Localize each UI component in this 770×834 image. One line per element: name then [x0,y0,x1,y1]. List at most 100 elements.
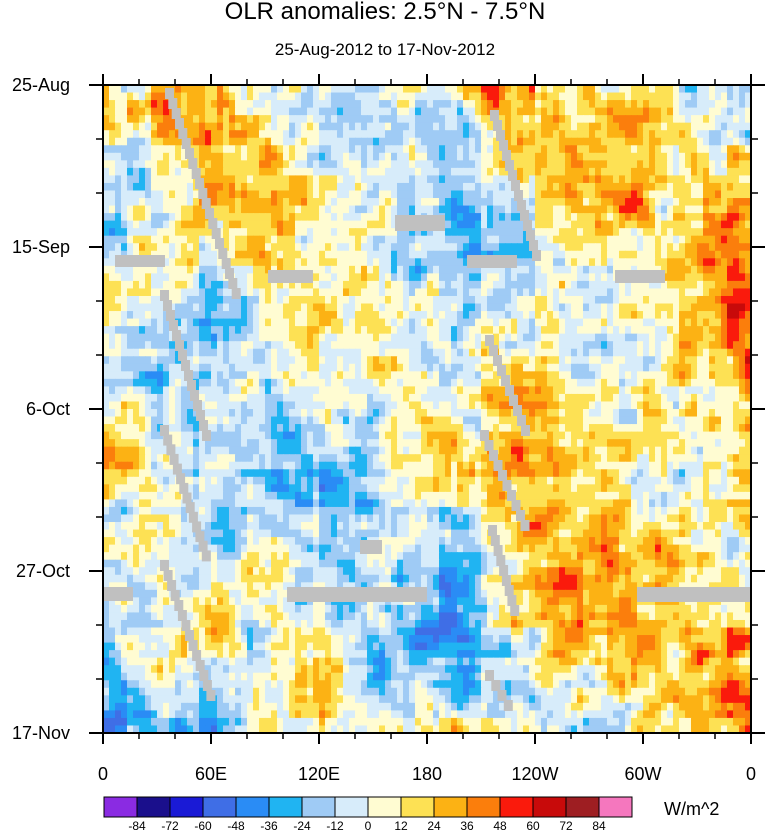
field-cell [583,205,590,214]
field-cell [637,167,644,177]
field-cell [553,378,560,387]
field-cell [139,220,146,229]
field-cell [355,182,362,192]
field-cell [289,393,296,403]
field-cell [535,416,542,425]
field-cell [535,167,542,177]
field-cell [169,386,176,395]
field-cell [691,424,698,433]
field-cell [319,250,326,259]
field-cell [313,348,320,357]
field-cell [127,416,134,425]
field-cell [145,107,152,116]
field-cell [379,107,386,116]
field-cell [697,303,704,312]
field-cell [325,85,332,94]
field-cell [319,258,326,267]
field-cell [649,295,656,305]
field-cell [421,273,428,282]
field-cell [157,190,164,199]
field-cell [211,356,218,365]
field-cell [139,371,146,380]
field-cell [403,235,410,244]
field-cell [715,190,722,199]
field-cell [631,160,638,169]
field-cell [295,145,302,154]
field-cell [139,409,146,418]
field-cell [529,348,536,357]
field-cell [235,363,242,372]
field-cell [481,175,488,184]
field-cell [337,220,344,229]
field-cell [481,235,488,244]
field-cell [163,213,170,222]
field-cell [163,401,170,410]
field-cell [619,311,626,320]
field-cell [301,356,308,365]
field-cell [715,145,722,154]
field-cell [637,288,644,297]
field-cell [469,424,476,433]
field-cell [307,378,314,387]
field-cell [673,401,680,410]
field-cell [157,416,164,425]
field-cell [739,318,746,327]
field-cell [283,85,290,94]
field-cell [121,213,128,222]
field-cell [217,416,224,425]
field-cell [565,130,572,139]
field-cell [313,295,320,305]
field-cell [457,326,464,335]
field-cell [247,160,254,169]
field-cell [415,265,422,274]
field-cell [277,167,284,177]
field-cell [697,250,704,259]
field-cell [145,386,152,395]
field-cell [349,311,356,320]
field-cell [247,333,254,342]
field-cell [217,386,224,395]
field-cell [655,137,662,146]
field-cell [367,198,374,207]
field-cell [247,356,254,365]
field-cell [619,100,626,109]
field-cell [205,311,212,320]
field-cell [361,258,368,267]
field-cell [739,371,746,380]
field-cell [403,265,410,274]
field-cell [457,167,464,177]
field-cell [367,145,374,154]
field-cell [157,265,164,274]
field-cell [583,318,590,327]
field-cell [331,198,338,207]
field-cell [733,85,740,94]
field-cell [199,265,206,274]
field-cell [595,182,602,192]
field-cell [391,160,398,169]
field-cell [127,107,134,116]
field-cell [505,341,512,350]
field-cell [517,243,524,252]
field-cell [589,386,596,395]
field-cell [283,228,290,237]
field-cell [223,295,230,305]
field-cell [337,167,344,177]
field-cell [475,152,482,161]
field-cell [745,100,751,109]
field-cell [241,371,248,380]
field-cell [103,295,110,305]
field-cell [709,205,716,214]
field-cell [511,228,518,237]
field-cell [541,363,548,372]
field-cell [403,280,410,290]
field-cell [679,356,686,365]
field-cell [217,190,224,199]
field-cell [343,152,350,161]
field-cell [661,130,668,139]
field-cell [235,228,242,237]
field-cell [559,190,566,199]
field-cell [745,137,751,146]
field-cell [463,348,470,357]
field-cell [535,424,542,433]
field-cell [277,115,284,124]
